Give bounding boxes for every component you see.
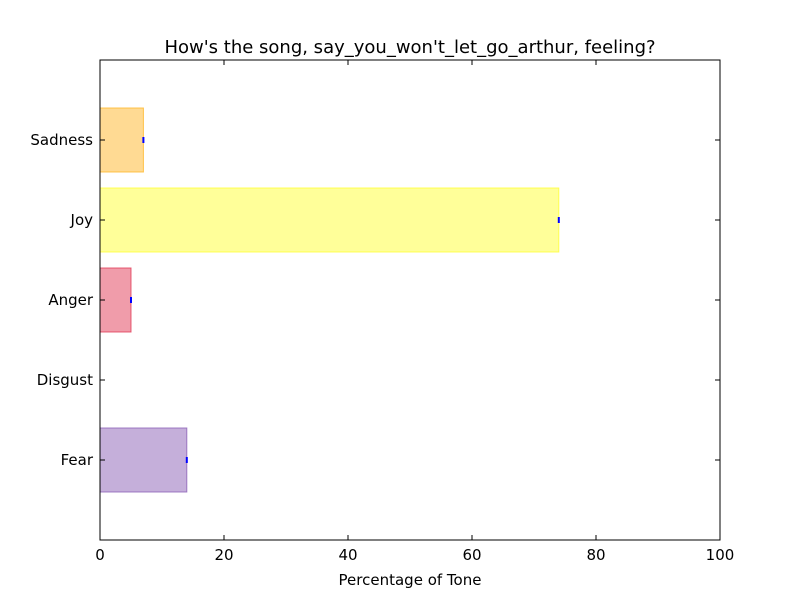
y-tick-label-fear: Fear [61,451,94,469]
chart-title: How's the song, say_you_won't_let_go_art… [164,37,655,58]
x-tick-label-100: 100 [706,546,735,564]
y-tick-label-anger: Anger [48,291,94,309]
bar-sadness [99,107,144,173]
y-tick-label-sadness: Sadness [30,131,93,149]
y-tick-label-disgust: Disgust [37,371,93,389]
x-tick-label-40: 40 [338,546,357,564]
bar-joy [99,187,560,253]
x-tick-label-60: 60 [462,546,481,564]
bar-fear [99,427,188,493]
plot-frame [99,59,721,541]
x-axis-label: Percentage of Tone [339,571,482,589]
y-tick-label-joy: Joy [70,211,94,229]
x-tick-label-20: 20 [214,546,233,564]
x-tick-label-0: 0 [95,546,105,564]
x-tick-label-80: 80 [586,546,605,564]
